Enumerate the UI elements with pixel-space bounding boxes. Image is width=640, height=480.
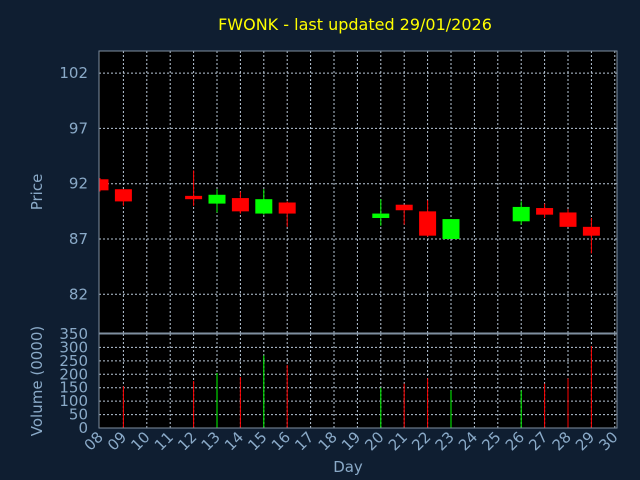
price-tick-label: 82 <box>69 285 88 303</box>
volume-series <box>122 346 592 428</box>
volume-tick-label: 150 <box>59 379 88 397</box>
x-tick-label: 23 <box>432 428 458 454</box>
x-tick-label: 15 <box>244 428 270 454</box>
price-axis-label: Price <box>28 174 46 211</box>
candle-body <box>255 199 273 214</box>
candle-body <box>99 179 109 191</box>
x-tick-label: 28 <box>549 428 575 454</box>
price-tick-label: 102 <box>59 64 88 82</box>
volume-panel-frame <box>98 333 618 429</box>
volume-tick-label: 50 <box>69 406 88 424</box>
price-panel-frame <box>98 50 618 334</box>
x-tick-label: 30 <box>595 428 621 454</box>
candle-body <box>512 206 530 222</box>
volume-tick-label: 250 <box>59 352 88 370</box>
x-tick-label: 11 <box>151 428 177 454</box>
x-tick-label: 25 <box>478 428 504 454</box>
volume-tick-label: 100 <box>59 392 88 410</box>
x-tick-label: 29 <box>572 428 598 454</box>
volume-tick-label: 350 <box>59 325 88 343</box>
x-tick-label: 22 <box>408 428 434 454</box>
candle-body <box>395 204 413 211</box>
candle-body <box>278 202 296 214</box>
volume-tick-label: 200 <box>59 365 88 383</box>
candle-body <box>559 212 577 227</box>
x-axis-label: Day <box>333 458 363 476</box>
volume-tick-label: 0 <box>78 419 88 437</box>
candle-body <box>442 219 460 239</box>
volume-tick-label: 300 <box>59 338 88 356</box>
candle-body <box>231 198 249 212</box>
x-tick-label: 16 <box>268 428 294 454</box>
candle-body <box>536 208 554 215</box>
x-tick-label: 09 <box>104 428 130 454</box>
x-tick-label: 14 <box>221 428 247 454</box>
volume-panel-background <box>99 334 617 428</box>
x-tick-label: 21 <box>385 428 411 454</box>
candle-body <box>419 211 437 236</box>
candle-body <box>582 226 600 236</box>
volume-axis-label: Volume (0000) <box>28 326 46 436</box>
x-tick-label: 24 <box>455 428 481 454</box>
price-tick-labels: 82 87 92 97 102 <box>59 64 88 303</box>
x-tick-label: 17 <box>291 428 317 454</box>
x-tick-label: 13 <box>198 428 224 454</box>
x-tick-label: 26 <box>502 428 528 454</box>
candlestick-series <box>99 170 600 254</box>
price-panel-background <box>99 51 617 333</box>
chart-title: FWONK - last updated 29/01/2026 <box>218 15 492 34</box>
x-tick-label: 10 <box>127 428 153 454</box>
price-tick-label: 87 <box>69 230 88 248</box>
price-tick-label: 92 <box>69 175 88 193</box>
x-tick-label: 12 <box>174 428 200 454</box>
x-tick-label: 27 <box>525 428 551 454</box>
price-tick-label: 97 <box>69 119 88 137</box>
x-tick-label: 19 <box>338 428 364 454</box>
x-tick-label: 18 <box>315 428 341 454</box>
candle-body <box>185 195 203 200</box>
candle-body <box>114 189 132 202</box>
candle-body <box>208 194 226 204</box>
x-tick-labels: 0809101112131415161718192021222324252627… <box>81 428 622 454</box>
x-tick-label: 20 <box>361 428 387 454</box>
candle-body <box>372 213 390 218</box>
